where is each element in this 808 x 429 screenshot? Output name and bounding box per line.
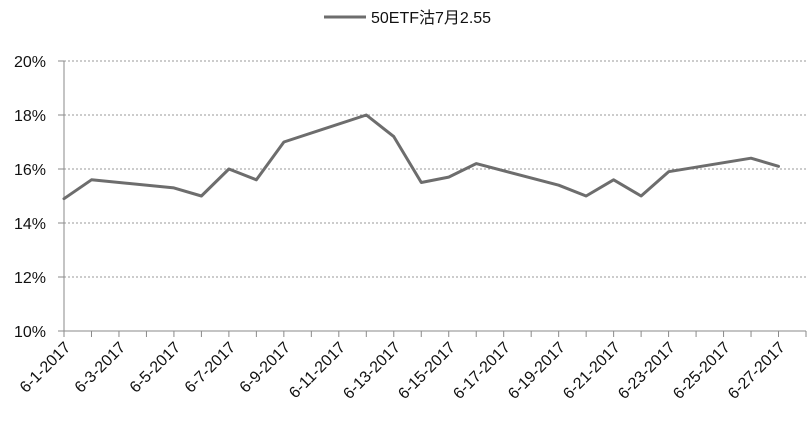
series-layer: [62, 113, 780, 201]
x-tick-label: 6-21-2017: [560, 339, 624, 403]
legend-label: 50ETF沽7月2.55: [371, 9, 491, 27]
y-tick-label: 20%: [14, 54, 46, 71]
x-tick-label: 6-13-2017: [340, 339, 404, 403]
x-tick-label: 6-27-2017: [725, 339, 789, 403]
x-tick-label: 6-15-2017: [395, 339, 459, 403]
x-tick-label: 6-25-2017: [670, 339, 734, 403]
y-tick-label: 16%: [14, 162, 46, 179]
y-tick-label: 12%: [14, 270, 46, 287]
x-tick-label: 6-3-2017: [72, 339, 129, 396]
axes: [58, 60, 807, 337]
x-tick-label: 6-1-2017: [17, 339, 74, 396]
x-tick-label: 6-19-2017: [505, 339, 569, 403]
y-tick-label: 14%: [14, 216, 46, 233]
x-tick-label: 6-7-2017: [182, 339, 239, 396]
x-tick-label: 6-5-2017: [127, 339, 184, 396]
x-tick-label: 6-11-2017: [286, 339, 349, 402]
series-line: [62, 113, 780, 201]
gridlines: [64, 60, 806, 278]
x-tick-label: 6-17-2017: [450, 339, 514, 403]
y-tick-label: 18%: [14, 108, 46, 125]
y-axis-tick-labels: 10% 12% 14% 16% 18% 20%: [14, 54, 46, 341]
x-axis-tick-labels: 6-1-20176-3-20176-5-20176-7-20176-9-2017…: [17, 339, 789, 403]
x-tick-label: 6-9-2017: [237, 339, 294, 396]
x-tick-label: 6-23-2017: [615, 339, 679, 403]
y-tick-label: 10%: [14, 324, 46, 341]
legend: 50ETF沽7月2.55: [324, 9, 491, 27]
